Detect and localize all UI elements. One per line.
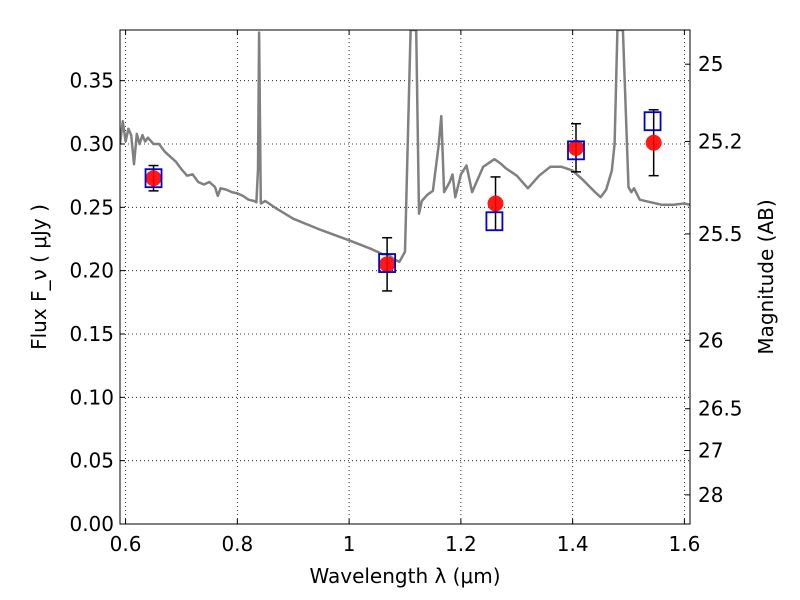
y2-tick-label: 26.5 <box>698 397 743 421</box>
y2-axis-label: Magnitude (AB) <box>754 199 778 354</box>
model-flux-square <box>567 140 585 161</box>
model-flux-square <box>643 111 662 132</box>
y2-tick-label: 25 <box>698 52 723 76</box>
x-tick-label: 1.6 <box>669 532 701 556</box>
y-tick-label: 0.00 <box>69 512 114 536</box>
observed-flux-point <box>568 139 584 156</box>
observed-flux-point <box>379 256 396 273</box>
y-axis-label: Flux F_ν ( μJy ) <box>27 204 51 350</box>
x-tick-label: 0.6 <box>110 532 142 556</box>
plot-frame <box>119 29 691 525</box>
x-tick-label: 0.8 <box>221 532 253 556</box>
model-flux-square <box>378 253 397 273</box>
y-tick-label: 0.05 <box>69 449 114 473</box>
observed-flux-point <box>145 170 162 187</box>
x-tick-label: 1.2 <box>445 532 477 556</box>
model-flux-square <box>144 168 163 189</box>
observed-flux-point <box>487 195 504 212</box>
x-tick-label: 1.4 <box>557 532 589 556</box>
y-tick-label: 0.35 <box>69 69 114 93</box>
y2-tick-label: 28 <box>698 483 723 507</box>
y-tick-label: 0.25 <box>69 195 114 219</box>
y-tick-label: 0.20 <box>69 259 114 283</box>
y2-tick-label: 25.5 <box>698 222 743 246</box>
axis-ticks: 0.6 0.8 1 1.2 1.4 1.6 0.00 0.05 0.10 0.15 0.20 0.25… <box>69 30 743 556</box>
model-spectrum-layer <box>120 30 690 264</box>
x-tick-label: 1 <box>343 532 356 556</box>
x-axis-label: Wavelength λ (μm) <box>309 564 500 588</box>
y2-tick-label: 26 <box>698 328 723 352</box>
y-tick-label: 0.10 <box>69 385 114 409</box>
y-tick-label: 0.30 <box>69 132 114 156</box>
observed-flux-point <box>645 134 662 151</box>
y2-tick-label: 27 <box>698 439 723 463</box>
data-points-layer <box>144 109 662 292</box>
model-flux-square <box>485 211 504 232</box>
y-tick-label: 0.15 <box>69 322 114 346</box>
model-spectrum-line <box>120 30 690 264</box>
y2-tick-label: 25.2 <box>698 129 743 153</box>
grid-lines <box>120 30 690 525</box>
